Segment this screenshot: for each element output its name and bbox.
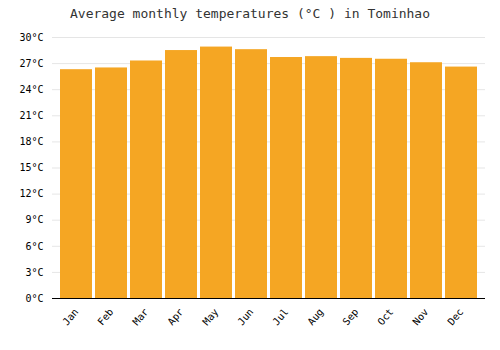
svg-text:Apr: Apr	[165, 306, 185, 327]
svg-text:Jun: Jun	[235, 306, 255, 327]
svg-text:18°C: 18°C	[19, 136, 43, 147]
svg-text:6°C: 6°C	[25, 241, 43, 252]
svg-text:May: May	[200, 306, 220, 327]
html-text:Average monthly temperatures (: Average monthly temperatures (°C ) in To…	[70, 6, 430, 21]
svg-text:Dec: Dec	[445, 306, 465, 327]
svg-text:9°C: 9°C	[25, 214, 43, 225]
svg-text:Nov: Nov	[410, 306, 430, 327]
svg-text:Feb: Feb	[95, 306, 115, 327]
svg-text:Aug: Aug	[305, 306, 325, 327]
svg-text:Sep: Sep	[340, 306, 360, 327]
svg-text:0°C: 0°C	[25, 293, 43, 304]
svg-text:Oct: Oct	[375, 306, 395, 327]
svg-text:Jul: Jul	[270, 306, 290, 327]
svg-text:15°C: 15°C	[19, 162, 43, 173]
svg-text:12°C: 12°C	[19, 188, 43, 199]
svg-text:Jan: Jan	[60, 306, 80, 327]
svg-text:27°C: 27°C	[19, 58, 43, 69]
svg-text:21°C: 21°C	[19, 110, 43, 121]
svg-text:24°C: 24°C	[19, 84, 43, 95]
svg-text:3°C: 3°C	[25, 267, 43, 278]
svg-text:Mar: Mar	[130, 306, 150, 327]
svg-text:30°C: 30°C	[19, 32, 43, 43]
